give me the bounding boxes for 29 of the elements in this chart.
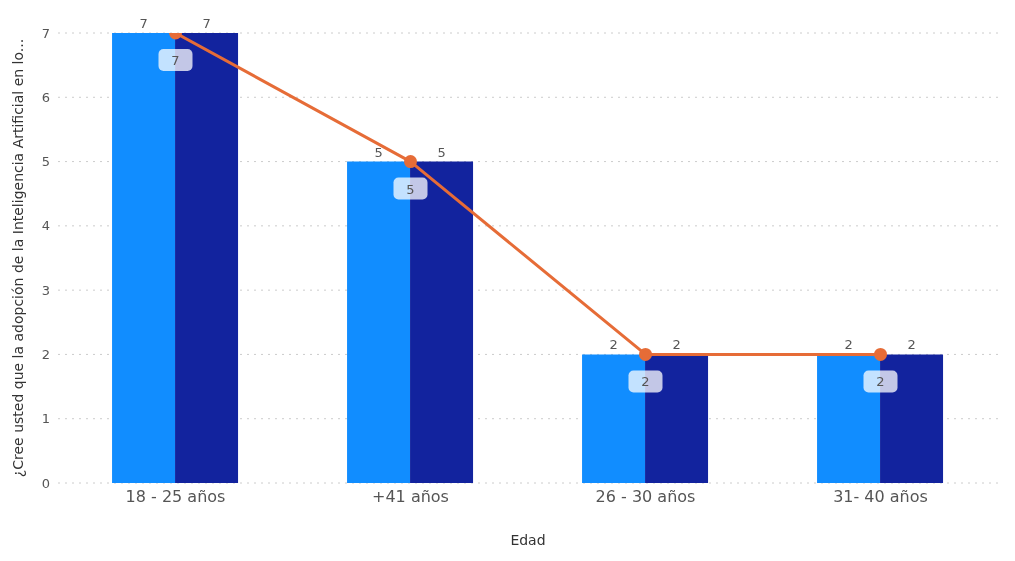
y-tick-label: 1 bbox=[41, 411, 50, 427]
point bbox=[874, 347, 887, 361]
data-label: 2 bbox=[876, 374, 885, 390]
data-label: 7 bbox=[171, 53, 180, 68]
y-tick-label: 7 bbox=[41, 25, 50, 41]
data-label: 2 bbox=[672, 337, 681, 353]
x-tick-label: 26 - 30 años bbox=[595, 487, 696, 507]
data-label: 2 bbox=[907, 337, 916, 353]
y-tick-label: 2 bbox=[41, 347, 50, 363]
data-label: 5 bbox=[406, 181, 415, 197]
data-label: 7 bbox=[202, 16, 211, 31]
data-label: 2 bbox=[641, 374, 650, 390]
y-axis-title: ¿Cree usted que la adopción de la Inteligencia Artificial en lo... bbox=[9, 38, 26, 478]
y-tick-label: 0 bbox=[41, 475, 50, 491]
y-tick-label: 5 bbox=[41, 154, 50, 170]
data-label: 5 bbox=[374, 144, 383, 160]
y-tick-label: 3 bbox=[41, 282, 50, 298]
x-axis-title: Edad bbox=[510, 532, 546, 548]
data-label: 2 bbox=[844, 337, 853, 353]
data-label: 5 bbox=[437, 144, 446, 160]
data-label: 2 bbox=[609, 337, 618, 353]
x-tick-label: +41 años bbox=[372, 487, 449, 507]
point bbox=[639, 347, 652, 361]
x-tick-label: 18 - 25 años bbox=[125, 487, 226, 507]
x-tick-label: 31- 40 años bbox=[833, 487, 928, 507]
point bbox=[404, 155, 417, 169]
y-tick-label: 6 bbox=[41, 89, 50, 105]
data-label: 7 bbox=[139, 16, 148, 31]
y-tick-label: 4 bbox=[41, 218, 50, 234]
